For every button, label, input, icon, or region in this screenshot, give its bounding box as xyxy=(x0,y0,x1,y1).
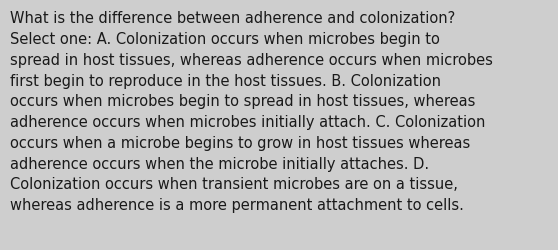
Text: What is the difference between adherence and colonization?
Select one: A. Coloni: What is the difference between adherence… xyxy=(10,11,493,212)
